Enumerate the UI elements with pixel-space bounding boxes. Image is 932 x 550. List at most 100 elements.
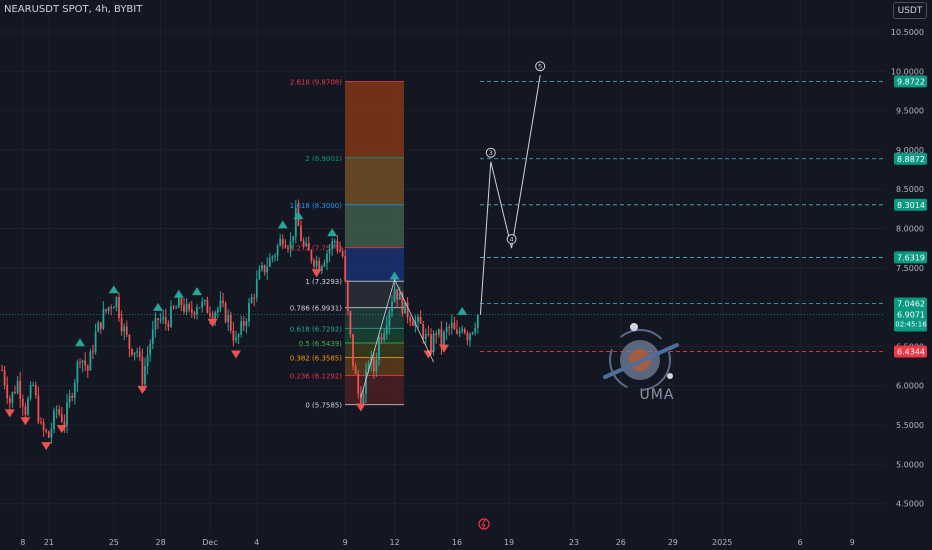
candle-body: [331, 241, 334, 249]
fib-level-label: 2 (8.9001): [305, 155, 342, 163]
candle-body: [365, 369, 367, 395]
y-tick-label: 5.0000: [896, 460, 924, 469]
candle-body: [63, 421, 66, 426]
price-tag-label: 7.6319: [897, 253, 925, 262]
candle-body: [411, 321, 414, 326]
candle-body: [276, 245, 279, 256]
candle-body: [232, 330, 235, 341]
candle-body: [172, 306, 175, 308]
candle-body: [393, 289, 396, 302]
candle-body: [11, 392, 14, 403]
lightning-icon[interactable]: [478, 518, 490, 530]
candle-body: [448, 327, 451, 329]
candle-body: [398, 292, 401, 300]
price-tag-label: 8.8872: [897, 155, 925, 164]
candle-body: [437, 328, 440, 336]
x-tick-label: Dec: [202, 538, 217, 547]
x-tick-label: 9: [850, 538, 855, 547]
candle-body: [211, 316, 214, 320]
candle-body: [3, 370, 6, 385]
candle-body: [37, 395, 40, 422]
candle-body: [32, 384, 35, 386]
candle-body: [86, 365, 89, 371]
x-tick-label: 23: [569, 538, 579, 547]
candle-body: [409, 317, 412, 322]
price-tag-box: [894, 345, 927, 358]
fibonacci-extension[interactable]: 2.618 (9.8708) 2 (8.9001) 1.618 (8.3000) 1.…: [290, 78, 404, 410]
candle-body: [359, 393, 362, 404]
candle-body: [8, 398, 11, 403]
buy-signal-marker: [389, 271, 400, 280]
elliott-wave-projection[interactable]: 3 4 5: [360, 61, 546, 398]
candle-body: [328, 248, 331, 254]
candle-body: [198, 307, 201, 309]
sell-signal-marker: [20, 417, 31, 426]
projection-line: [479, 75, 541, 315]
sell-signal-marker: [41, 442, 52, 451]
wave-label: 5: [538, 63, 542, 71]
buy-signal-marker: [457, 306, 468, 315]
fib-band: [345, 81, 404, 158]
candle-body: [60, 414, 63, 422]
x-tick-label: 4: [254, 538, 259, 547]
candle-body: [339, 249, 341, 252]
currency-button[interactable]: USDT: [893, 2, 927, 19]
x-tick-label: 19: [504, 538, 514, 547]
x-tick-label: 29: [668, 538, 678, 547]
candle-body: [281, 238, 284, 246]
candle-body: [289, 241, 292, 249]
candle-body: [471, 332, 474, 334]
fib-level-label: 1.272 (7.7571): [290, 245, 342, 253]
grid: [0, 0, 885, 535]
candle-body: [94, 331, 97, 353]
candle-body: [422, 323, 425, 340]
sell-signal-marker: [355, 403, 366, 412]
candle-body: [450, 322, 453, 328]
candle-body: [219, 300, 222, 309]
buy-signal-marker: [327, 228, 338, 237]
candle-body: [92, 351, 94, 353]
candle-body: [216, 308, 219, 313]
sell-signal-marker: [231, 350, 241, 359]
time-axis[interactable]: 8 21 25 28 Dec 4 9 12 16 19 23 26 29 2025 6 9: [20, 538, 854, 547]
candle-body: [237, 334, 240, 338]
candle-body: [76, 361, 79, 383]
candle-body: [118, 297, 120, 318]
candle-body: [53, 410, 55, 430]
candle-body: [120, 317, 123, 332]
candle-body: [284, 245, 287, 248]
sell-signal-marker: [56, 425, 67, 434]
candle-body: [159, 319, 162, 321]
candle-body: [107, 307, 110, 312]
target-lines: [0, 80, 885, 352]
candle-body: [235, 337, 237, 341]
y-tick-label: 4.5000: [896, 500, 924, 509]
x-tick-label: 12: [390, 538, 400, 547]
price-tag-box: [894, 251, 927, 264]
candle-body: [349, 311, 352, 335]
candle-body: [50, 429, 53, 438]
candle-body: [388, 311, 391, 326]
candle-body: [58, 409, 61, 415]
candle-body: [164, 317, 167, 324]
candle-body: [188, 303, 191, 310]
candle-body: [367, 362, 370, 370]
candle-body: [196, 307, 198, 315]
candle-body: [149, 343, 152, 355]
candle-body: [73, 382, 76, 398]
wave-label-circle: [535, 61, 546, 72]
sell-signal-marker: [423, 350, 434, 359]
candle-body: [271, 256, 274, 258]
x-tick-label: 9: [343, 538, 348, 547]
impulse-wave-line: [360, 278, 434, 398]
candle-body: [461, 328, 464, 332]
candle-body: [385, 325, 388, 334]
candle-body: [242, 321, 245, 326]
candle-body: [45, 429, 48, 432]
price-tag-box: [894, 152, 927, 165]
candle-body: [380, 336, 383, 340]
candle-body: [396, 289, 399, 300]
price-axis[interactable]: 10.5000 10.0000 9.5000 9.0000 8.5000 8.0000 7.…: [891, 28, 924, 509]
candle-body: [97, 322, 100, 332]
candle-body: [115, 297, 118, 308]
